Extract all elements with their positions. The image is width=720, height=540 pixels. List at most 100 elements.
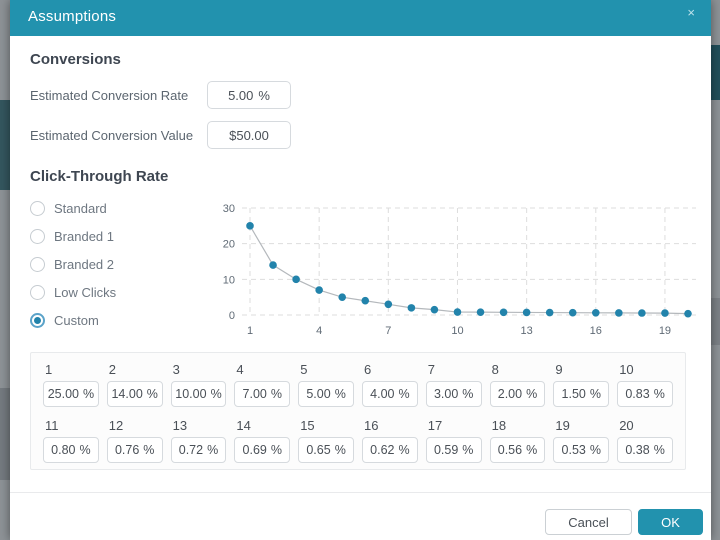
radio-label: Branded 2	[54, 256, 114, 272]
ctr-cell: 1 25.00%	[43, 362, 99, 407]
ctr-cell: 4 7.00%	[234, 362, 291, 407]
ctr-cell: 18 0.56%	[489, 418, 546, 463]
ctr-cell: 2 14.00%	[106, 362, 163, 407]
ctr-cell-index: 18	[491, 418, 507, 433]
ctr-cell: 13 0.72%	[170, 418, 227, 463]
ctr-cell-input[interactable]: 2.00%	[489, 381, 546, 407]
ctr-cell-input[interactable]: 3.00%	[425, 381, 482, 407]
svg-text:1: 1	[247, 325, 253, 337]
svg-text:19: 19	[659, 325, 671, 337]
ctr-cell-index: 14	[236, 418, 251, 433]
ctr-cell-input[interactable]: 0.80%	[43, 437, 99, 463]
radio-icon	[30, 312, 45, 328]
ctr-cell-input[interactable]: 0.83%	[617, 381, 673, 407]
ctr-cell-input[interactable]: 7.00%	[234, 381, 291, 407]
ctr-cell-input[interactable]: 0.38%	[617, 437, 673, 463]
ctr-cell: 20 0.38%	[617, 418, 673, 463]
ctr-cell-index: 6	[363, 362, 372, 377]
radio-icon	[30, 200, 45, 216]
ctr-cell-index: 13	[172, 418, 188, 433]
background-page-fragment	[0, 100, 10, 190]
radio-label: Custom	[54, 312, 99, 328]
ctr-cell-input[interactable]: 5.00%	[298, 381, 354, 407]
close-icon[interactable]: ×	[687, 5, 695, 20]
radio-label: Branded 1	[54, 228, 114, 244]
background-page-fragment	[0, 388, 10, 480]
background-page-fragment	[711, 45, 720, 100]
ctr-cell-index: 11	[45, 418, 59, 433]
ctr-cell-index: 8	[491, 362, 499, 377]
ctr-cell: 14 0.69%	[234, 418, 291, 463]
ctr-cell-input[interactable]: 0.56%	[489, 437, 546, 463]
ok-button[interactable]: OK	[638, 509, 703, 535]
ctr-cell-input[interactable]: 0.69%	[234, 437, 291, 463]
background-page-fragment	[711, 298, 720, 345]
ctr-cell-index: 7	[427, 362, 436, 377]
ctr-cell: 7 3.00%	[425, 362, 482, 407]
ctr-cell-index: 3	[172, 362, 180, 377]
ctr-cell-input[interactable]: 4.00%	[361, 381, 418, 407]
ctr-cell-input[interactable]: 0.76%	[106, 437, 163, 463]
ctr-cell-input[interactable]: 10.00%	[170, 381, 227, 407]
field-input[interactable]: $50.00	[207, 121, 291, 149]
ctr-cell-input[interactable]: 0.62%	[361, 437, 418, 463]
radio-icon	[30, 228, 45, 244]
modal-title: Assumptions	[28, 8, 117, 25]
field-input[interactable]: 5.00%	[207, 81, 291, 109]
custom-ctr-grid: 1 25.00% 2 14.00% 3 10.00% 4 7.00% 5 5.00% 6 4.00% 7…	[30, 352, 686, 470]
ctr-cell-index: 2	[108, 362, 117, 377]
radio-label: Low Clicks	[54, 284, 117, 300]
ctr-cell-index: 1	[45, 362, 53, 377]
svg-text:30: 30	[223, 203, 235, 215]
svg-text:7: 7	[385, 325, 391, 337]
svg-text:10: 10	[223, 274, 235, 286]
ctr-cell: 9 1.50%	[553, 362, 610, 407]
ctr-cell: 3 10.00%	[170, 362, 227, 407]
ctr-radio-standard[interactable]: Standard	[30, 199, 107, 217]
modal-header: Assumptions ×	[10, 0, 711, 36]
ctr-cell-index: 19	[555, 418, 570, 433]
ctr-cell-input[interactable]: 0.59%	[425, 437, 482, 463]
svg-text:20: 20	[223, 239, 235, 251]
svg-text:0: 0	[229, 310, 235, 322]
ctr-cell-input[interactable]: 14.00%	[106, 381, 163, 407]
ctr-cell: 6 4.00%	[361, 362, 418, 407]
ctr-cell: 15 0.65%	[298, 418, 354, 463]
ctr-radio-branded-1[interactable]: Branded 1	[30, 227, 114, 245]
ctr-cell: 10 0.83%	[617, 362, 673, 407]
ctr-radio-branded-2[interactable]: Branded 2	[30, 255, 114, 273]
field-label: Estimated Conversion Rate	[30, 88, 189, 103]
ctr-cell: 19 0.53%	[553, 418, 610, 463]
ctr-cell: 5 5.00%	[298, 362, 354, 407]
ctr-cell-index: 17	[427, 418, 443, 433]
ctr-cell-index: 4	[236, 362, 244, 377]
ctr-radio-custom[interactable]: Custom	[30, 311, 99, 329]
ctr-cell-index: 15	[300, 418, 315, 433]
ctr-radio-low-clicks[interactable]: Low Clicks	[30, 283, 116, 301]
ctr-cell-index: 12	[108, 418, 124, 433]
ctr-cell-input[interactable]: 1.50%	[553, 381, 610, 407]
ctr-cell-input[interactable]: 25.00%	[43, 381, 99, 407]
ctr-cell: 16 0.62%	[361, 418, 418, 463]
assumptions-modal: Assumptions × Conversions Estimated Conv…	[10, 0, 711, 540]
svg-text:4: 4	[316, 325, 322, 337]
ctr-cell: 8 2.00%	[489, 362, 546, 407]
ctr-heading: Click-Through Rate	[30, 168, 169, 185]
ctr-cell-input[interactable]: 0.72%	[170, 437, 227, 463]
cancel-button[interactable]: Cancel	[545, 509, 632, 535]
ctr-cell-input[interactable]: 0.65%	[298, 437, 354, 463]
ctr-cell-index: 9	[555, 362, 563, 377]
ctr-cell-index: 10	[619, 362, 634, 377]
ctr-cell-index: 20	[619, 418, 634, 433]
radio-icon	[30, 284, 45, 300]
radio-icon	[30, 256, 45, 272]
ctr-cell: 12 0.76%	[106, 418, 163, 463]
svg-text:10: 10	[451, 325, 463, 337]
ctr-chart: 0 10 20 30 1 4 7 10 13 16 19	[220, 200, 702, 344]
svg-text:13: 13	[521, 325, 533, 337]
footer-divider	[10, 492, 711, 493]
radio-label: Standard	[54, 200, 107, 216]
ctr-cell-input[interactable]: 0.53%	[553, 437, 610, 463]
conversions-heading: Conversions	[30, 51, 121, 68]
ctr-cell-index: 5	[300, 362, 308, 377]
